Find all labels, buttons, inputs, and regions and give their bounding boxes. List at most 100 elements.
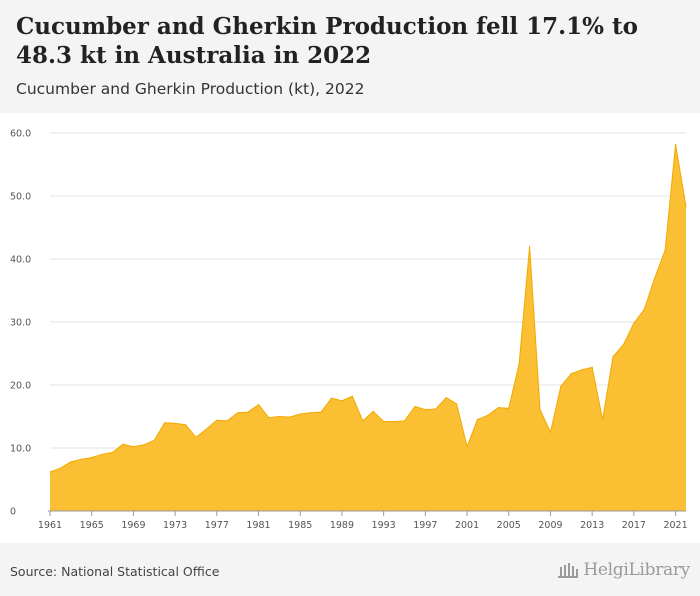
data-point: [633, 322, 635, 324]
data-point: [685, 206, 687, 208]
data-point: [310, 412, 312, 414]
data-point: [487, 414, 489, 416]
data-point: [80, 458, 82, 460]
helgilibrary-logo[interactable]: HelgiLibrary: [557, 559, 690, 581]
logo-text: HelgiLibrary: [583, 560, 690, 580]
x-tick-label: 1961: [38, 520, 62, 531]
data-point: [518, 362, 520, 365]
y-tick-label: 40.0: [10, 255, 31, 266]
data-point: [351, 395, 353, 397]
data-point: [49, 471, 51, 473]
data-point: [570, 373, 572, 375]
y-tick-label: 60.0: [10, 129, 31, 140]
data-point: [278, 415, 280, 418]
data-point: [257, 403, 260, 406]
library-building-icon: [558, 563, 579, 578]
data-point: [70, 461, 72, 463]
x-tick-label: 1973: [163, 520, 187, 531]
x-tick-label: 1969: [121, 520, 145, 531]
data-point: [372, 410, 374, 413]
data-point: [143, 444, 145, 446]
x-tick-label: 2021: [663, 520, 687, 531]
footer-band: Source: National Statistical Office Helg…: [0, 543, 700, 596]
data-point: [497, 407, 499, 409]
data-point: [320, 411, 322, 413]
data-point: [612, 356, 614, 358]
series-area-layer: [49, 143, 687, 511]
x-tick-label: 2009: [538, 520, 562, 531]
data-point: [237, 412, 239, 414]
chart-title: Cucumber and Gherkin Production fell 17.…: [16, 13, 639, 69]
data-point: [445, 397, 447, 399]
data-point: [362, 420, 364, 422]
data-point: [226, 420, 228, 422]
data-point: [581, 369, 583, 371]
data-point: [299, 413, 301, 415]
data-point: [560, 385, 562, 387]
data-point: [247, 411, 249, 413]
data-point: [184, 424, 187, 426]
source-note: Source: National Statistical Office: [10, 564, 220, 579]
data-point: [643, 308, 645, 310]
x-tick-label: 2017: [622, 520, 646, 531]
data-point: [330, 397, 333, 399]
x-tick-label: 1977: [205, 520, 229, 531]
data-point: [59, 467, 62, 469]
x-tick-label: 1981: [246, 520, 270, 531]
x-tick-label: 1993: [372, 520, 396, 531]
x-tick-label: 1989: [330, 520, 354, 531]
data-point: [268, 417, 270, 419]
x-tick-label: 2005: [497, 520, 521, 531]
y-tick-label: 20.0: [10, 381, 31, 392]
y-tick-label: 30.0: [10, 318, 31, 329]
production-line: [49, 144, 687, 473]
data-point: [622, 344, 625, 346]
production-area: [50, 144, 686, 511]
data-point: [435, 408, 437, 410]
data-point: [424, 408, 426, 411]
data-point: [674, 143, 677, 145]
data-point: [456, 403, 458, 405]
data-point: [111, 451, 114, 454]
data-point: [91, 456, 93, 459]
data-point: [414, 405, 416, 408]
data-point: [393, 420, 395, 423]
y-axis: 0 10.0 20.0 30.0 40.0 50.0 60.0: [10, 129, 31, 518]
data-point: [508, 407, 510, 409]
x-tick-label: 2013: [580, 520, 604, 531]
x-tick-label: 1997: [413, 520, 437, 531]
data-point: [164, 422, 166, 424]
y-tick-label: 0: [10, 507, 16, 518]
data-point: [539, 408, 541, 411]
x-axis: 1961 1965 1969 1973 1977 1981 1985 1989 1993 1997…: [38, 510, 688, 531]
data-point: [289, 416, 291, 418]
data-point: [216, 419, 218, 421]
x-tick-label: 1985: [288, 520, 312, 531]
data-point: [591, 366, 593, 368]
data-point: [174, 422, 176, 425]
data-point: [664, 249, 666, 251]
x-tick-label: 2001: [455, 520, 479, 531]
data-point: [654, 277, 656, 279]
chart-area: 0 10.0 20.0 30.0 40.0 50.0 60.0 1961 1965 1969 19…: [0, 113, 700, 543]
area-chart: 010.020.030.040.050.060.0 1961 1965 1969 19…: [10, 129, 688, 532]
x-tick-label: 1965: [80, 520, 104, 531]
data-point: [205, 428, 207, 430]
data-point: [101, 453, 103, 455]
data-point: [529, 245, 531, 247]
data-point: [195, 436, 197, 438]
data-point: [601, 419, 604, 421]
data-point: [476, 419, 479, 421]
data-point: [549, 431, 552, 433]
data-point: [403, 420, 406, 422]
chart-subtitle: Cucumber and Gherkin Production (kt), 20…: [16, 80, 365, 98]
y-tick-label: 10.0: [10, 444, 31, 455]
data-point: [122, 443, 124, 445]
data-point: [341, 400, 343, 402]
y-tick-label: 50.0: [10, 192, 31, 203]
data-point: [132, 446, 135, 448]
data-point: [466, 446, 468, 448]
data-point: [153, 439, 155, 442]
data-point: [383, 420, 385, 423]
header-band: Cucumber and Gherkin Production fell 17.…: [0, 0, 700, 113]
